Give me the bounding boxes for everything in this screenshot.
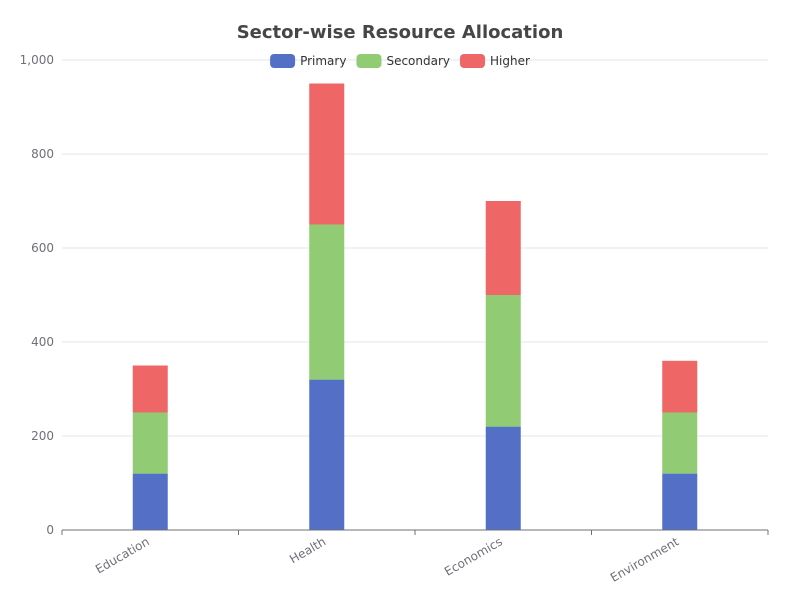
legend-swatch: [270, 54, 296, 68]
axes: 0 200 400 600 800 1,000 Education Health Economi…: [20, 53, 769, 585]
bar-secondary-health[interactable]: [309, 224, 345, 380]
legend-swatch: [356, 54, 382, 68]
grid-lines: [62, 59, 768, 437]
legend-item-primary[interactable]: Primary: [270, 54, 346, 68]
x-tick-label: Education: [93, 534, 152, 576]
x-tick-label: Economics: [442, 534, 505, 578]
bar-secondary-environment[interactable]: [662, 412, 698, 474]
y-tick-label: 0: [46, 523, 54, 537]
bar-higher-economics[interactable]: [485, 201, 521, 295]
y-tick-label: 600: [31, 241, 54, 255]
bar-higher-education[interactable]: [132, 365, 168, 413]
legend-swatch: [460, 54, 486, 68]
legend-item-secondary[interactable]: Secondary: [356, 54, 450, 68]
bar-secondary-economics[interactable]: [485, 295, 521, 427]
legend-item-higher[interactable]: Higher: [460, 54, 530, 68]
y-tick-label: 1,000: [20, 53, 54, 67]
bar-primary-economics[interactable]: [485, 426, 521, 530]
legend-label: Higher: [490, 54, 530, 68]
bar-primary-health[interactable]: [309, 379, 345, 530]
bar-higher-health[interactable]: [309, 83, 345, 225]
y-tick-label: 200: [31, 429, 54, 443]
legend-label: Primary: [300, 54, 346, 68]
y-tick-label: 800: [31, 147, 54, 161]
bar-primary-education[interactable]: [132, 473, 168, 530]
chart-title: Sector-wise Resource Allocation: [237, 22, 564, 43]
legend[interactable]: Primary Secondary Higher: [270, 54, 530, 68]
legend-label: Secondary: [386, 54, 450, 68]
y-tick-label: 400: [31, 335, 54, 349]
bars: [132, 83, 698, 530]
x-tick-label: Health: [287, 534, 328, 566]
x-tick-label: Environment: [608, 534, 682, 585]
bar-higher-environment[interactable]: [662, 360, 698, 413]
bar-secondary-education[interactable]: [132, 412, 168, 474]
bar-primary-environment[interactable]: [662, 473, 698, 530]
